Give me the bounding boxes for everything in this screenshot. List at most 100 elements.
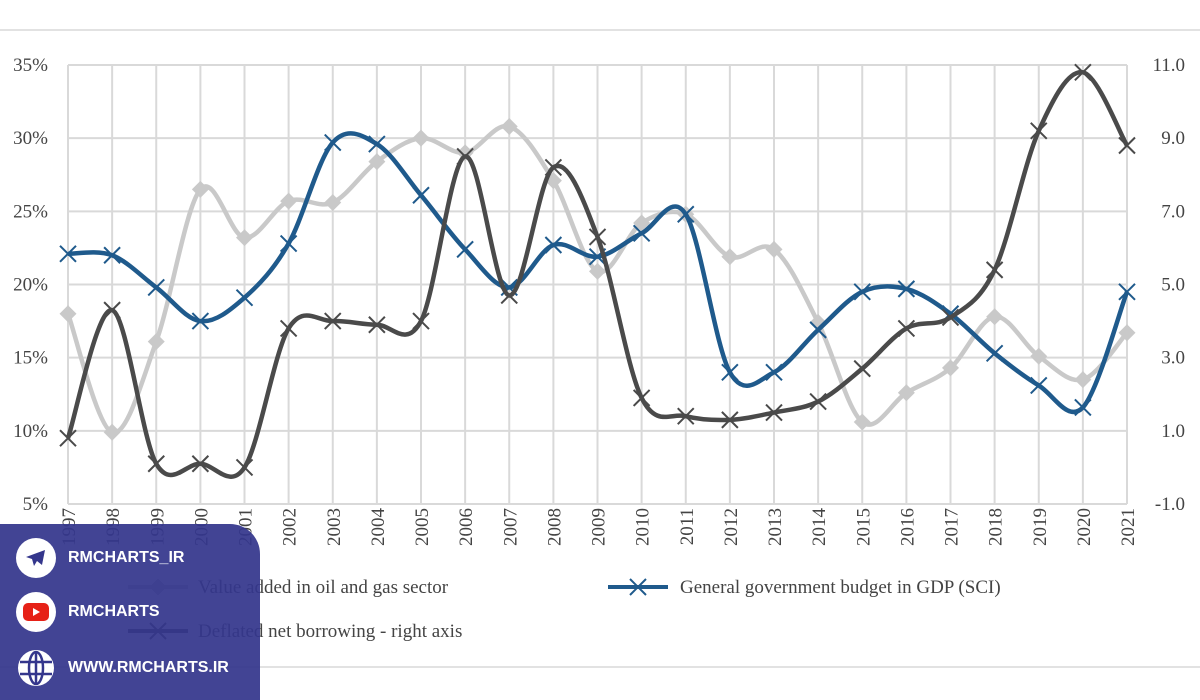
x-axis-tick-label: 2018 xyxy=(986,508,1007,546)
data-point xyxy=(147,333,165,351)
data-point xyxy=(985,261,1004,279)
x-axis-tick-label: 2017 xyxy=(942,508,963,546)
data-point xyxy=(721,411,739,429)
data-point xyxy=(368,316,386,334)
data-point xyxy=(500,286,518,305)
data-point xyxy=(765,403,783,422)
x-axis-tick-label: 2002 xyxy=(280,508,301,546)
right-axis-tick-label: -1.0 xyxy=(1155,494,1185,515)
data-point xyxy=(1074,398,1092,417)
right-axis-tick-label: 1.0 xyxy=(1161,421,1185,442)
right-axis-tick-label: 11.0 xyxy=(1152,55,1185,76)
data-point xyxy=(677,205,695,223)
data-point xyxy=(147,278,165,297)
data-point xyxy=(632,389,651,407)
x-axis-tick-label: 2008 xyxy=(544,508,565,546)
data-point xyxy=(191,312,210,330)
legend-label: Deflated net borrowing - right axis xyxy=(198,621,462,642)
data-point xyxy=(147,455,165,473)
website-link[interactable]: WWW.RMCHARTS.IR xyxy=(16,648,229,688)
data-point xyxy=(103,423,121,441)
x-axis-tick-label: 2003 xyxy=(324,508,345,546)
data-point xyxy=(1118,136,1136,155)
x-axis-tick-label: 2015 xyxy=(853,508,874,546)
data-point xyxy=(412,129,430,147)
data-point xyxy=(809,321,827,339)
data-point xyxy=(633,214,651,232)
left-axis-tick-label: 20% xyxy=(13,275,48,296)
x-axis-tick-label: 2016 xyxy=(897,508,918,546)
series-2 xyxy=(59,63,1136,479)
left-axis-tick-label: 25% xyxy=(13,201,48,222)
telegram-icon xyxy=(16,538,56,578)
left-axis-tick-label: 30% xyxy=(13,128,48,149)
right-axis-tick-label: 3.0 xyxy=(1161,348,1185,369)
data-point xyxy=(589,262,606,280)
x-axis-tick-label: 2004 xyxy=(368,508,389,547)
website-url: WWW.RMCHARTS.IR xyxy=(68,659,229,676)
youtube-link[interactable]: RMCHARTS xyxy=(16,592,160,632)
data-point xyxy=(853,413,871,431)
x-axis-tick-label: 2005 xyxy=(412,508,433,546)
data-point xyxy=(191,455,210,473)
data-point xyxy=(324,194,342,212)
data-point xyxy=(412,186,430,204)
data-point xyxy=(1074,371,1092,389)
data-point xyxy=(59,305,77,323)
x-axis-tick-label: 2021 xyxy=(1118,508,1139,546)
data-point xyxy=(456,147,474,166)
data-point xyxy=(765,240,783,258)
data-point xyxy=(500,117,518,135)
x-axis-tick-label: 2006 xyxy=(456,508,477,546)
x-axis-tick-label: 2012 xyxy=(721,508,742,546)
x-axis-tick-label: 2013 xyxy=(765,508,786,546)
globe-icon xyxy=(16,648,56,688)
left-axis-tick-label: 15% xyxy=(13,348,48,369)
data-point xyxy=(59,429,77,447)
data-point xyxy=(280,192,298,210)
data-point xyxy=(588,228,607,246)
telegram-handle: RMCHARTS_IR xyxy=(68,549,185,566)
x-axis-tick-label: 2007 xyxy=(500,508,521,546)
data-point xyxy=(942,359,959,377)
data-point xyxy=(235,458,254,477)
x-axis-tick-label: 2009 xyxy=(589,508,610,546)
data-point xyxy=(941,308,960,327)
data-point xyxy=(456,240,474,259)
right-axis-tick-label: 5.0 xyxy=(1161,275,1185,296)
data-point xyxy=(279,234,298,253)
right-axis-tick-label: 9.0 xyxy=(1161,128,1185,149)
left-axis-ticks: 5% 10% 15% 20% 25% 30% 35% xyxy=(13,55,48,515)
youtube-handle: RMCHARTS xyxy=(68,603,160,620)
data-point xyxy=(544,158,563,177)
data-point xyxy=(544,236,563,254)
legend-label: General government budget in GDP (SCI) xyxy=(680,577,1001,598)
legend-label: Value added in oil and gas sector xyxy=(198,577,449,598)
data-point xyxy=(279,319,298,338)
data-point xyxy=(103,246,121,264)
data-point xyxy=(368,135,386,153)
data-point xyxy=(1074,63,1092,82)
data-point xyxy=(853,359,871,378)
data-point xyxy=(59,245,77,263)
data-point xyxy=(1030,376,1048,395)
data-point xyxy=(103,301,121,319)
right-axis-ticks: -1.0 1.0 3.0 5.0 7.0 9.0 11.0 xyxy=(1152,55,1185,515)
telegram-link[interactable]: RMCHARTS_IR xyxy=(16,538,184,578)
data-point xyxy=(236,229,253,247)
data-point xyxy=(765,363,783,382)
data-point xyxy=(985,344,1004,362)
x-axis-tick-label: 2011 xyxy=(677,508,698,545)
left-axis-tick-label: 35% xyxy=(13,55,48,76)
left-axis-tick-label: 5% xyxy=(23,494,49,515)
data-point xyxy=(191,180,209,198)
data-point xyxy=(412,312,430,330)
series-lines xyxy=(59,63,1136,479)
watermark-panel: RMCHARTS_IR RMCHARTS WWW.RMCHARTS.IR xyxy=(0,524,260,700)
data-point xyxy=(853,283,871,301)
data-point xyxy=(324,312,342,330)
x-axis-tick-label: 2020 xyxy=(1074,508,1095,546)
data-point xyxy=(677,407,695,425)
grid xyxy=(67,64,1128,505)
left-axis-tick-label: 10% xyxy=(13,421,48,442)
